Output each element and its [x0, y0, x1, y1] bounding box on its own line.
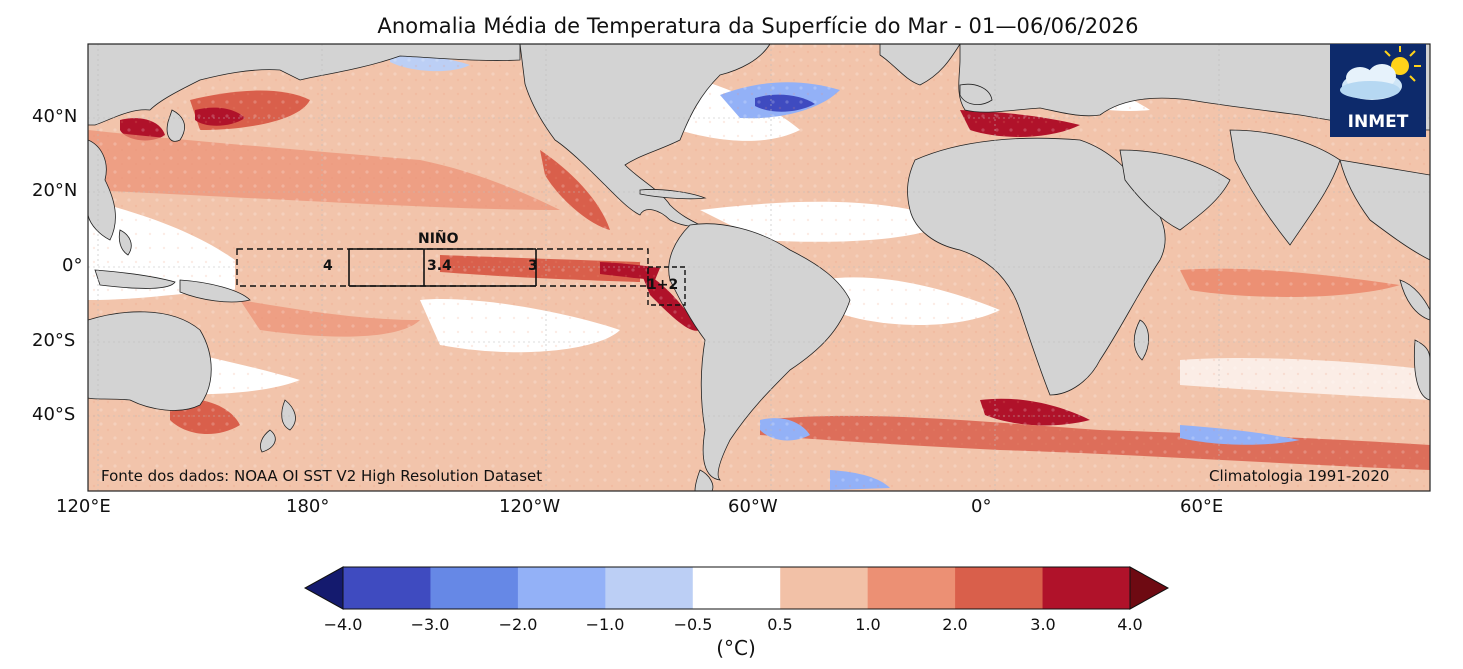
land-southeast-asia [1339, 159, 1430, 261]
colorbar-tick: 4.0 [1117, 615, 1143, 634]
colorbar-tick: 2.0 [942, 615, 968, 634]
lat-label: 40°S [32, 404, 76, 425]
colorbar-unit: (°C) [716, 636, 756, 660]
land-sumatra [1399, 279, 1430, 321]
colorbar-segment [430, 567, 519, 609]
lon-label: 0° [971, 496, 992, 517]
lat-label: 20°N [32, 180, 78, 201]
lon-label: 180° [286, 496, 330, 517]
land-arabia [1119, 149, 1231, 231]
land-new-zealand [281, 399, 296, 431]
land-australia [88, 311, 212, 411]
colorbar-tick: 1.0 [855, 615, 881, 634]
nino-12-box [647, 266, 686, 306]
lon-label: 60°W [728, 496, 778, 517]
cloud-sun-icon [1340, 46, 1421, 100]
land-new-guinea [179, 279, 251, 303]
land-india [1229, 129, 1341, 246]
colorbar-tick: −3.0 [410, 615, 450, 634]
map-title: Anomalia Média de Temperatura da Superfí… [377, 14, 1139, 38]
climatology-note: Climatologia 1991-2020 [1209, 467, 1390, 485]
land-australia-west [1413, 339, 1430, 401]
colorbar-segment [692, 567, 781, 609]
land-greenland [879, 44, 961, 86]
lat-label: 20°S [32, 330, 76, 351]
land-indonesia [94, 269, 176, 289]
land-masses [88, 44, 1430, 491]
lon-label: 120°W [499, 496, 561, 517]
land-cuba [639, 189, 707, 200]
colorbar-tick: −2.0 [498, 615, 538, 634]
inmet-logo: INMET [1330, 44, 1426, 137]
map-frame [87, 43, 1431, 492]
colorbar-segment [605, 567, 694, 609]
colorbar-segment [780, 567, 869, 609]
colorbar-under-arrow [303, 566, 344, 610]
colorbar-tick: −4.0 [323, 615, 363, 634]
colorbar [303, 566, 1170, 610]
colorbar-tick: −1.0 [585, 615, 625, 634]
colorbar-segment [955, 567, 1044, 609]
colorbar-segment [1042, 567, 1131, 609]
nino-4-label: 4 [323, 258, 333, 274]
colorbar-tick: 3.0 [1030, 615, 1056, 634]
map-body [88, 44, 1430, 491]
land-philippines [118, 229, 132, 256]
colorbar-frame [342, 566, 1131, 610]
lat-label: 0° [62, 255, 83, 276]
graticule [88, 44, 1430, 491]
land-madagascar [1133, 319, 1149, 361]
land-east-asia [88, 139, 116, 241]
land-japan [166, 109, 185, 142]
land-europe-north-asia [958, 44, 1430, 131]
land-britain [959, 83, 993, 105]
land-africa [907, 137, 1166, 396]
colorbar-over-arrow [1129, 566, 1170, 610]
logo-text: INMET [1347, 112, 1409, 132]
land-antarctic-peninsula [694, 469, 714, 491]
colorbar-segment [517, 567, 606, 609]
land-new-zealand [260, 429, 276, 453]
nino-12-label: 1+2 [647, 277, 679, 293]
colorbar-tick: −0.5 [673, 615, 713, 634]
lat-label: 40°N [32, 106, 78, 127]
nino-34-label: 3.4 [427, 258, 452, 274]
colorbar-tick: 0.5 [767, 615, 793, 634]
colorbar-segment [343, 567, 431, 609]
nino-header-label: NIÑO [418, 231, 459, 247]
lon-label: 60°E [1180, 496, 1224, 517]
colorbar-segment [867, 567, 956, 609]
nino-regions [236, 248, 686, 306]
lon-label: 120°E [56, 496, 111, 517]
data-source-note: Fonte dos dados: NOAA OI SST V2 High Res… [101, 467, 543, 485]
land-asia-north [88, 44, 521, 126]
nino-3-label: 3 [528, 258, 538, 274]
